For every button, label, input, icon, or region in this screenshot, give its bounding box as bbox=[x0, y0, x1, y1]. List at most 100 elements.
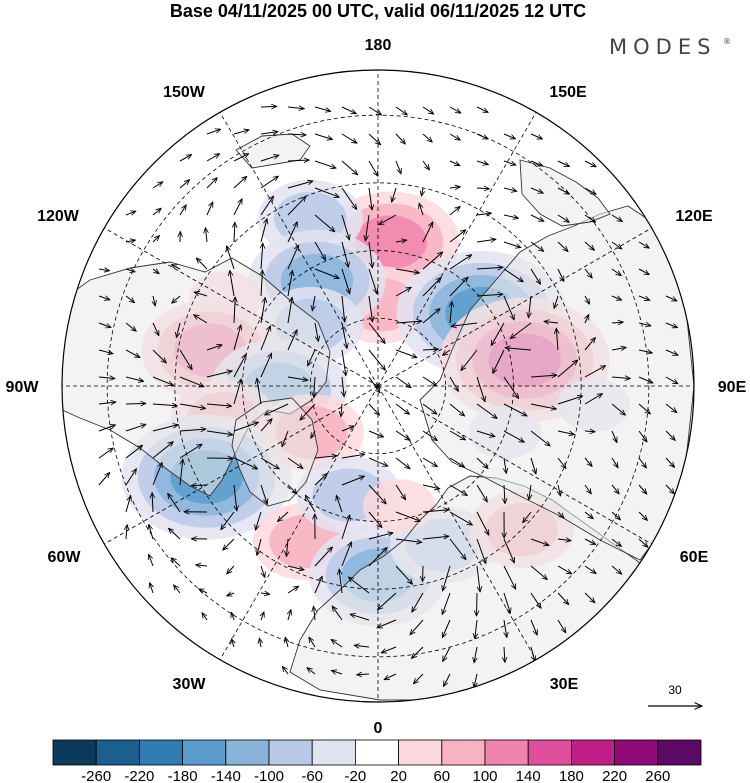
wind-arrow bbox=[530, 565, 547, 580]
wind-arrow bbox=[168, 493, 181, 513]
wind-arrow bbox=[503, 241, 521, 248]
wind-arrow bbox=[312, 295, 315, 311]
lon-label-90e: 90E bbox=[718, 379, 747, 396]
wind-arrow bbox=[287, 107, 304, 109]
wind-arrow bbox=[368, 133, 381, 145]
wind-arrow bbox=[449, 457, 465, 467]
wind-arrow bbox=[476, 106, 488, 113]
wind-arrow bbox=[287, 270, 293, 297]
wind-arrow bbox=[261, 612, 264, 621]
wind-arrow bbox=[476, 538, 486, 564]
wind-arrow bbox=[172, 265, 181, 269]
wind-arrow bbox=[314, 606, 316, 621]
longitude-line bbox=[104, 385, 379, 545]
wind-arrow bbox=[368, 322, 385, 343]
wind-arrow bbox=[125, 424, 146, 432]
wind-arrow bbox=[611, 403, 625, 415]
wind-arrow bbox=[665, 430, 675, 440]
wind-arrow bbox=[206, 371, 232, 378]
wind-arrow bbox=[557, 396, 583, 405]
lon-label-120w: 120W bbox=[37, 208, 80, 225]
wind-arrow bbox=[125, 322, 136, 331]
wind-arrow bbox=[152, 349, 166, 363]
wind-arrow bbox=[125, 240, 136, 242]
wind-arrow bbox=[98, 269, 110, 271]
brand-logo: MODES ® bbox=[609, 35, 731, 59]
wind-arrow bbox=[476, 376, 485, 402]
lon-label-60w: 60W bbox=[48, 549, 82, 566]
wind-arrow bbox=[476, 403, 497, 419]
wind-arrow bbox=[377, 619, 397, 628]
wind-arrow bbox=[584, 214, 596, 222]
wind-arrow bbox=[395, 376, 411, 388]
wind-arrow bbox=[233, 325, 241, 351]
wind-arrow bbox=[125, 469, 136, 486]
wind-arrow bbox=[125, 496, 131, 513]
wind-arrow bbox=[300, 403, 316, 420]
wind-arrow bbox=[257, 378, 262, 405]
wind-arrow bbox=[449, 511, 472, 525]
wind-arrow bbox=[349, 577, 370, 594]
wind-arrow bbox=[449, 430, 466, 440]
wind-arrow bbox=[287, 330, 298, 351]
wind-arrow bbox=[149, 524, 154, 540]
colorbar-swatch bbox=[225, 739, 270, 766]
wind-arrow bbox=[339, 569, 343, 594]
wind-arrow bbox=[638, 376, 653, 383]
map-border bbox=[61, 69, 695, 703]
wind-arrow bbox=[611, 565, 622, 574]
colorbar-swatch bbox=[614, 739, 659, 766]
wind-arrow bbox=[341, 160, 358, 175]
wind-arrow bbox=[176, 322, 181, 338]
wind-arrow bbox=[152, 404, 177, 406]
wind-arrow bbox=[368, 295, 373, 322]
wind-arrow bbox=[584, 241, 594, 250]
wind-arrow bbox=[557, 360, 578, 378]
wind-arrow bbox=[523, 511, 532, 523]
brand-name: MODES bbox=[609, 35, 716, 59]
wind-arrow bbox=[503, 133, 516, 139]
wind-arrow bbox=[443, 646, 451, 661]
wind-arrow bbox=[350, 614, 370, 621]
wind-arrow bbox=[584, 484, 591, 494]
wind-arrow bbox=[557, 511, 564, 518]
wind-arrow bbox=[419, 203, 424, 216]
wind-arrow bbox=[611, 538, 621, 546]
wind-arrow bbox=[443, 349, 451, 355]
wind-arrow bbox=[287, 134, 306, 135]
longitude-line bbox=[377, 385, 652, 545]
wind-arrow bbox=[152, 208, 161, 216]
wind-arrow bbox=[331, 670, 343, 674]
wind-arrow bbox=[98, 425, 116, 432]
colorbar-tick-label: -220 bbox=[124, 768, 154, 783]
wind-arrow bbox=[255, 511, 262, 530]
wind-arrow bbox=[557, 187, 570, 194]
wind-arrow bbox=[287, 297, 292, 324]
wind-arrow bbox=[368, 484, 386, 504]
wind-arrow bbox=[233, 199, 242, 216]
wind-arrow bbox=[179, 155, 192, 162]
wind-arrow bbox=[584, 268, 592, 278]
wind-arrow bbox=[556, 328, 558, 351]
wind-arrow bbox=[234, 297, 235, 324]
wind-arrow bbox=[152, 462, 162, 486]
longitude-labels: 180 150E 120E 90E 60E 30E 0 30W 60W 90W … bbox=[6, 37, 747, 737]
wind-arrow bbox=[422, 430, 437, 441]
wind-arrow bbox=[152, 322, 160, 336]
wind-arrow bbox=[638, 295, 650, 300]
wind-arrow bbox=[584, 187, 596, 194]
wind-arrow bbox=[341, 349, 346, 376]
wind-arrow bbox=[504, 484, 505, 504]
wind-arrow bbox=[584, 538, 596, 545]
wind-arrow bbox=[368, 106, 382, 115]
wind-arrow bbox=[341, 241, 349, 267]
wind-arrow bbox=[265, 403, 289, 416]
wind-arrow bbox=[174, 585, 181, 594]
wind-arrow bbox=[314, 106, 331, 111]
wind-arrow bbox=[314, 187, 339, 197]
wind-arrow bbox=[449, 187, 460, 188]
wind-arrow bbox=[384, 673, 397, 681]
wind-arrow bbox=[557, 457, 566, 469]
wind-arrow bbox=[311, 430, 315, 438]
wind-arrow bbox=[314, 473, 327, 486]
